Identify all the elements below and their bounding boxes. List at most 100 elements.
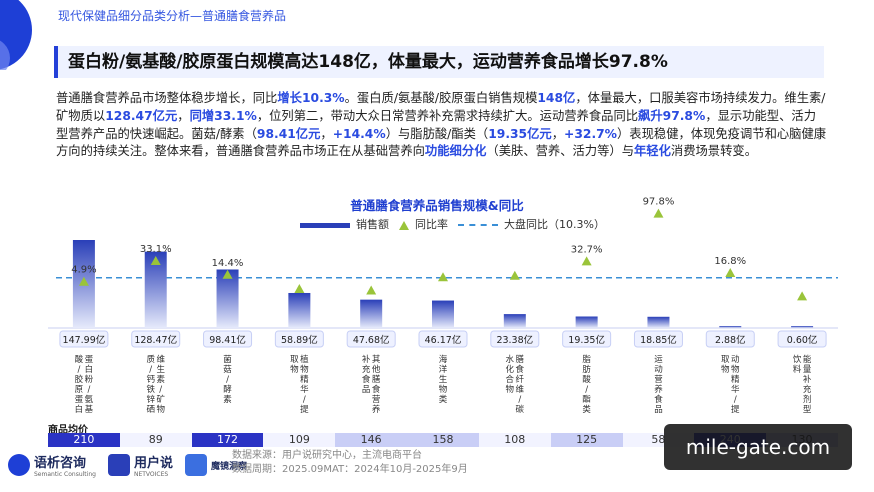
svg-text:铁: 铁 [146,384,155,395]
svg-text:生: 生 [439,374,448,385]
bar-1 [144,251,167,328]
body-text: 。蛋白质/氨基酸/胶原蛋白销售规模 [344,91,538,105]
bar-8 [647,316,670,328]
growth-marker-0 [78,276,89,286]
logo-yuxi: 语析咨询 Semantic Consulting [8,452,96,478]
highlight-text: 同增33.1% [189,108,257,123]
growth-marker-2 [222,269,233,279]
svg-text:合: 合 [506,374,515,385]
svg-text:酸: 酸 [75,354,84,365]
svg-text:物: 物 [300,364,309,375]
highlight-text: 128.47亿元 [105,108,178,123]
highlight-text: 19.35亿元 [488,126,552,141]
svg-text:水: 水 [506,354,515,365]
value-label: 19.35亿 [568,334,605,346]
bar-9 [719,326,742,328]
svg-text:物: 物 [721,364,730,375]
svg-text:纤: 纤 [516,374,525,385]
growth-label: 33.1% [140,244,172,255]
value-label-box [59,330,109,348]
legend-triangle: 同比率 [399,216,448,232]
svg-text:/: / [303,395,306,405]
body-text: ）与脂肪酸/酯类（ [385,126,489,141]
logo-netvoices: 用户说 NETVOICES [107,452,173,478]
svg-text:海: 海 [439,354,448,365]
svg-text:剂: 剂 [803,394,812,405]
value-label: 147.99亿 [63,334,106,346]
value-label: 98.41亿 [209,334,246,346]
svg-text:/: / [585,385,588,395]
highlight-text: 飙升97.8% [638,108,706,123]
svg-text:/: / [159,385,162,395]
footer-logos: 语析咨询 Semantic Consulting 用户说 NETVOICES 魔镜洞… [8,452,247,478]
body-text: ）表现稳健，体现免疫调节和心脑健康方向的持续关注。整体来看，普通膳食营养品市场正… [56,126,827,159]
svg-text:物: 物 [731,364,740,375]
svg-text:/: / [149,365,152,375]
bar-7 [575,316,598,328]
value-label: 128.47亿 [134,334,177,346]
svg-text:充: 充 [362,364,371,375]
value-label: 0.60亿 [787,334,818,346]
svg-text:氨: 氨 [85,394,94,405]
price-cell: 109 [263,433,336,447]
bar-2 [216,269,239,328]
svg-text:化: 化 [506,364,515,375]
svg-text:矿: 矿 [156,394,165,405]
bar-10 [791,326,814,328]
svg-text:补: 补 [362,354,371,365]
highlight-text: 增长10.3% [277,91,345,105]
svg-text:/: / [87,385,90,395]
bar-4 [360,299,383,328]
svg-text:原: 原 [75,385,84,395]
body-text: ，显示功能型、活力型营养产品的快速崛起。菌菇/酵素（ [56,108,816,141]
svg-text:精: 精 [731,374,740,385]
breadcrumb: 现代保健品细分品类分析—普通膳食营养品 [58,9,287,23]
svg-text:其: 其 [372,355,381,365]
value-label-box [562,330,612,348]
value-label-box [131,330,181,348]
svg-text:维: 维 [516,384,525,395]
growth-marker-3 [294,284,305,293]
svg-text:取: 取 [721,355,730,365]
svg-text:菌: 菌 [223,354,232,365]
svg-text:华: 华 [300,384,309,395]
highlight-text: +14.4% [332,126,386,141]
svg-text:类: 类 [439,394,448,405]
svg-text:肪: 肪 [582,364,591,375]
highlight-text: 年轻化 [634,144,671,159]
svg-text:碳: 碳 [516,404,525,415]
svg-text:营: 营 [654,374,663,385]
svg-text:能: 能 [803,354,812,365]
svg-text:物: 物 [290,364,299,375]
body-text: ， [551,126,565,141]
watermark: mile-gate.com [664,424,852,470]
svg-text:食: 食 [362,374,371,385]
highlight-text: 98.41亿元 [256,126,321,141]
svg-text:食: 食 [372,384,381,395]
price-cell: 210 [48,433,120,447]
svg-text:饮: 饮 [793,354,802,365]
value-label-box [777,330,827,348]
svg-text:素: 素 [156,374,165,385]
svg-text:素: 素 [223,394,232,405]
svg-text:脂: 脂 [582,354,591,365]
svg-text:硒: 硒 [146,405,155,415]
svg-text:/: / [226,375,229,385]
value-label-box [203,330,253,348]
category-label: 脂肪酸/酯类 [582,354,591,415]
legend-bar: 销售额 [300,216,389,232]
svg-text:动: 动 [731,354,740,365]
category-label: 菌菇/酵素 [223,354,232,405]
body-text: ，体量最大，口服美容市场持续发力。维生素/矿物质以 [56,91,826,123]
value-label: 46.17亿 [425,334,462,346]
value-label: 47.68亿 [353,334,390,346]
svg-text:基: 基 [85,404,94,415]
value-label-box [490,330,540,348]
value-label: 2.88亿 [715,334,746,346]
price-cell: 172 [191,433,264,447]
value-label-box [274,330,324,348]
logo-mojing: 魔镜洞察 [184,454,247,476]
